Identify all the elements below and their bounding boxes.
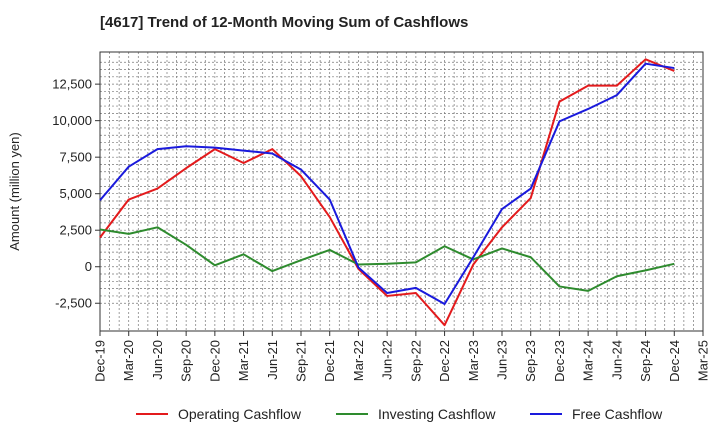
x-tick-label: Jun-20 <box>150 340 165 380</box>
x-tick-label: Sep-20 <box>179 340 194 382</box>
grid-layer <box>100 52 703 331</box>
series-line-operating-cashflow <box>99 58 675 327</box>
y-tick-label: 10,000 <box>52 113 92 128</box>
x-tick-label: Mar-21 <box>236 340 251 381</box>
chart-title: [4617] Trend of 12-Month Moving Sum of C… <box>100 14 469 31</box>
y-tick-label: 0 <box>85 259 92 274</box>
y-tick-label: 2,500 <box>59 223 92 238</box>
y-tick-label: 7,500 <box>59 150 92 165</box>
plot-frame <box>99 51 704 332</box>
series-line-free-cashflow <box>99 62 675 305</box>
x-tick-label: Mar-25 <box>696 340 711 381</box>
x-tick-label: Sep-24 <box>638 340 653 382</box>
x-tick-label: Jun-23 <box>495 340 510 380</box>
legend: Operating Cashflow Investing Cashflow Free… <box>136 406 663 422</box>
x-tick-label: Sep-22 <box>408 340 423 382</box>
x-tick-label: Dec-21 <box>322 340 337 382</box>
y-tick-label: 12,500 <box>52 77 92 92</box>
x-tick-label: Dec-22 <box>437 340 452 382</box>
x-tick-label: Dec-23 <box>552 340 567 382</box>
y-tick-label: 5,000 <box>59 186 92 201</box>
y-tick-label: -2,500 <box>55 296 92 311</box>
legend-label-free-cashflow: Free Cashflow <box>572 406 663 422</box>
x-tick-label: Dec-24 <box>667 340 682 382</box>
x-tick-label: Jun-22 <box>380 340 395 380</box>
x-tick-label: Mar-22 <box>351 340 366 381</box>
x-tick-label: Mar-23 <box>466 340 481 381</box>
series-layer <box>99 58 675 327</box>
series-line-investing-cashflow <box>99 226 675 292</box>
x-tick-label: Jun-21 <box>265 340 280 380</box>
legend-label-investing-cashflow: Investing Cashflow <box>378 406 496 422</box>
x-tick-label: Jun-24 <box>609 340 624 380</box>
x-tick-label: Mar-24 <box>581 340 596 381</box>
x-tick-label: Sep-21 <box>294 340 309 382</box>
x-tick-label: Mar-20 <box>121 340 136 381</box>
x-tick-label: Sep-23 <box>523 340 538 382</box>
x-tick-label: Dec-19 <box>93 340 108 382</box>
x-tick-label: Dec-20 <box>207 340 222 382</box>
y-axis-label: Amount (million yen) <box>7 132 22 251</box>
legend-label-operating-cashflow: Operating Cashflow <box>178 406 302 422</box>
axis-layer: -2,500 0 2,500 5,000 7,500 10,000 12,500 Dec-19… <box>52 77 710 382</box>
